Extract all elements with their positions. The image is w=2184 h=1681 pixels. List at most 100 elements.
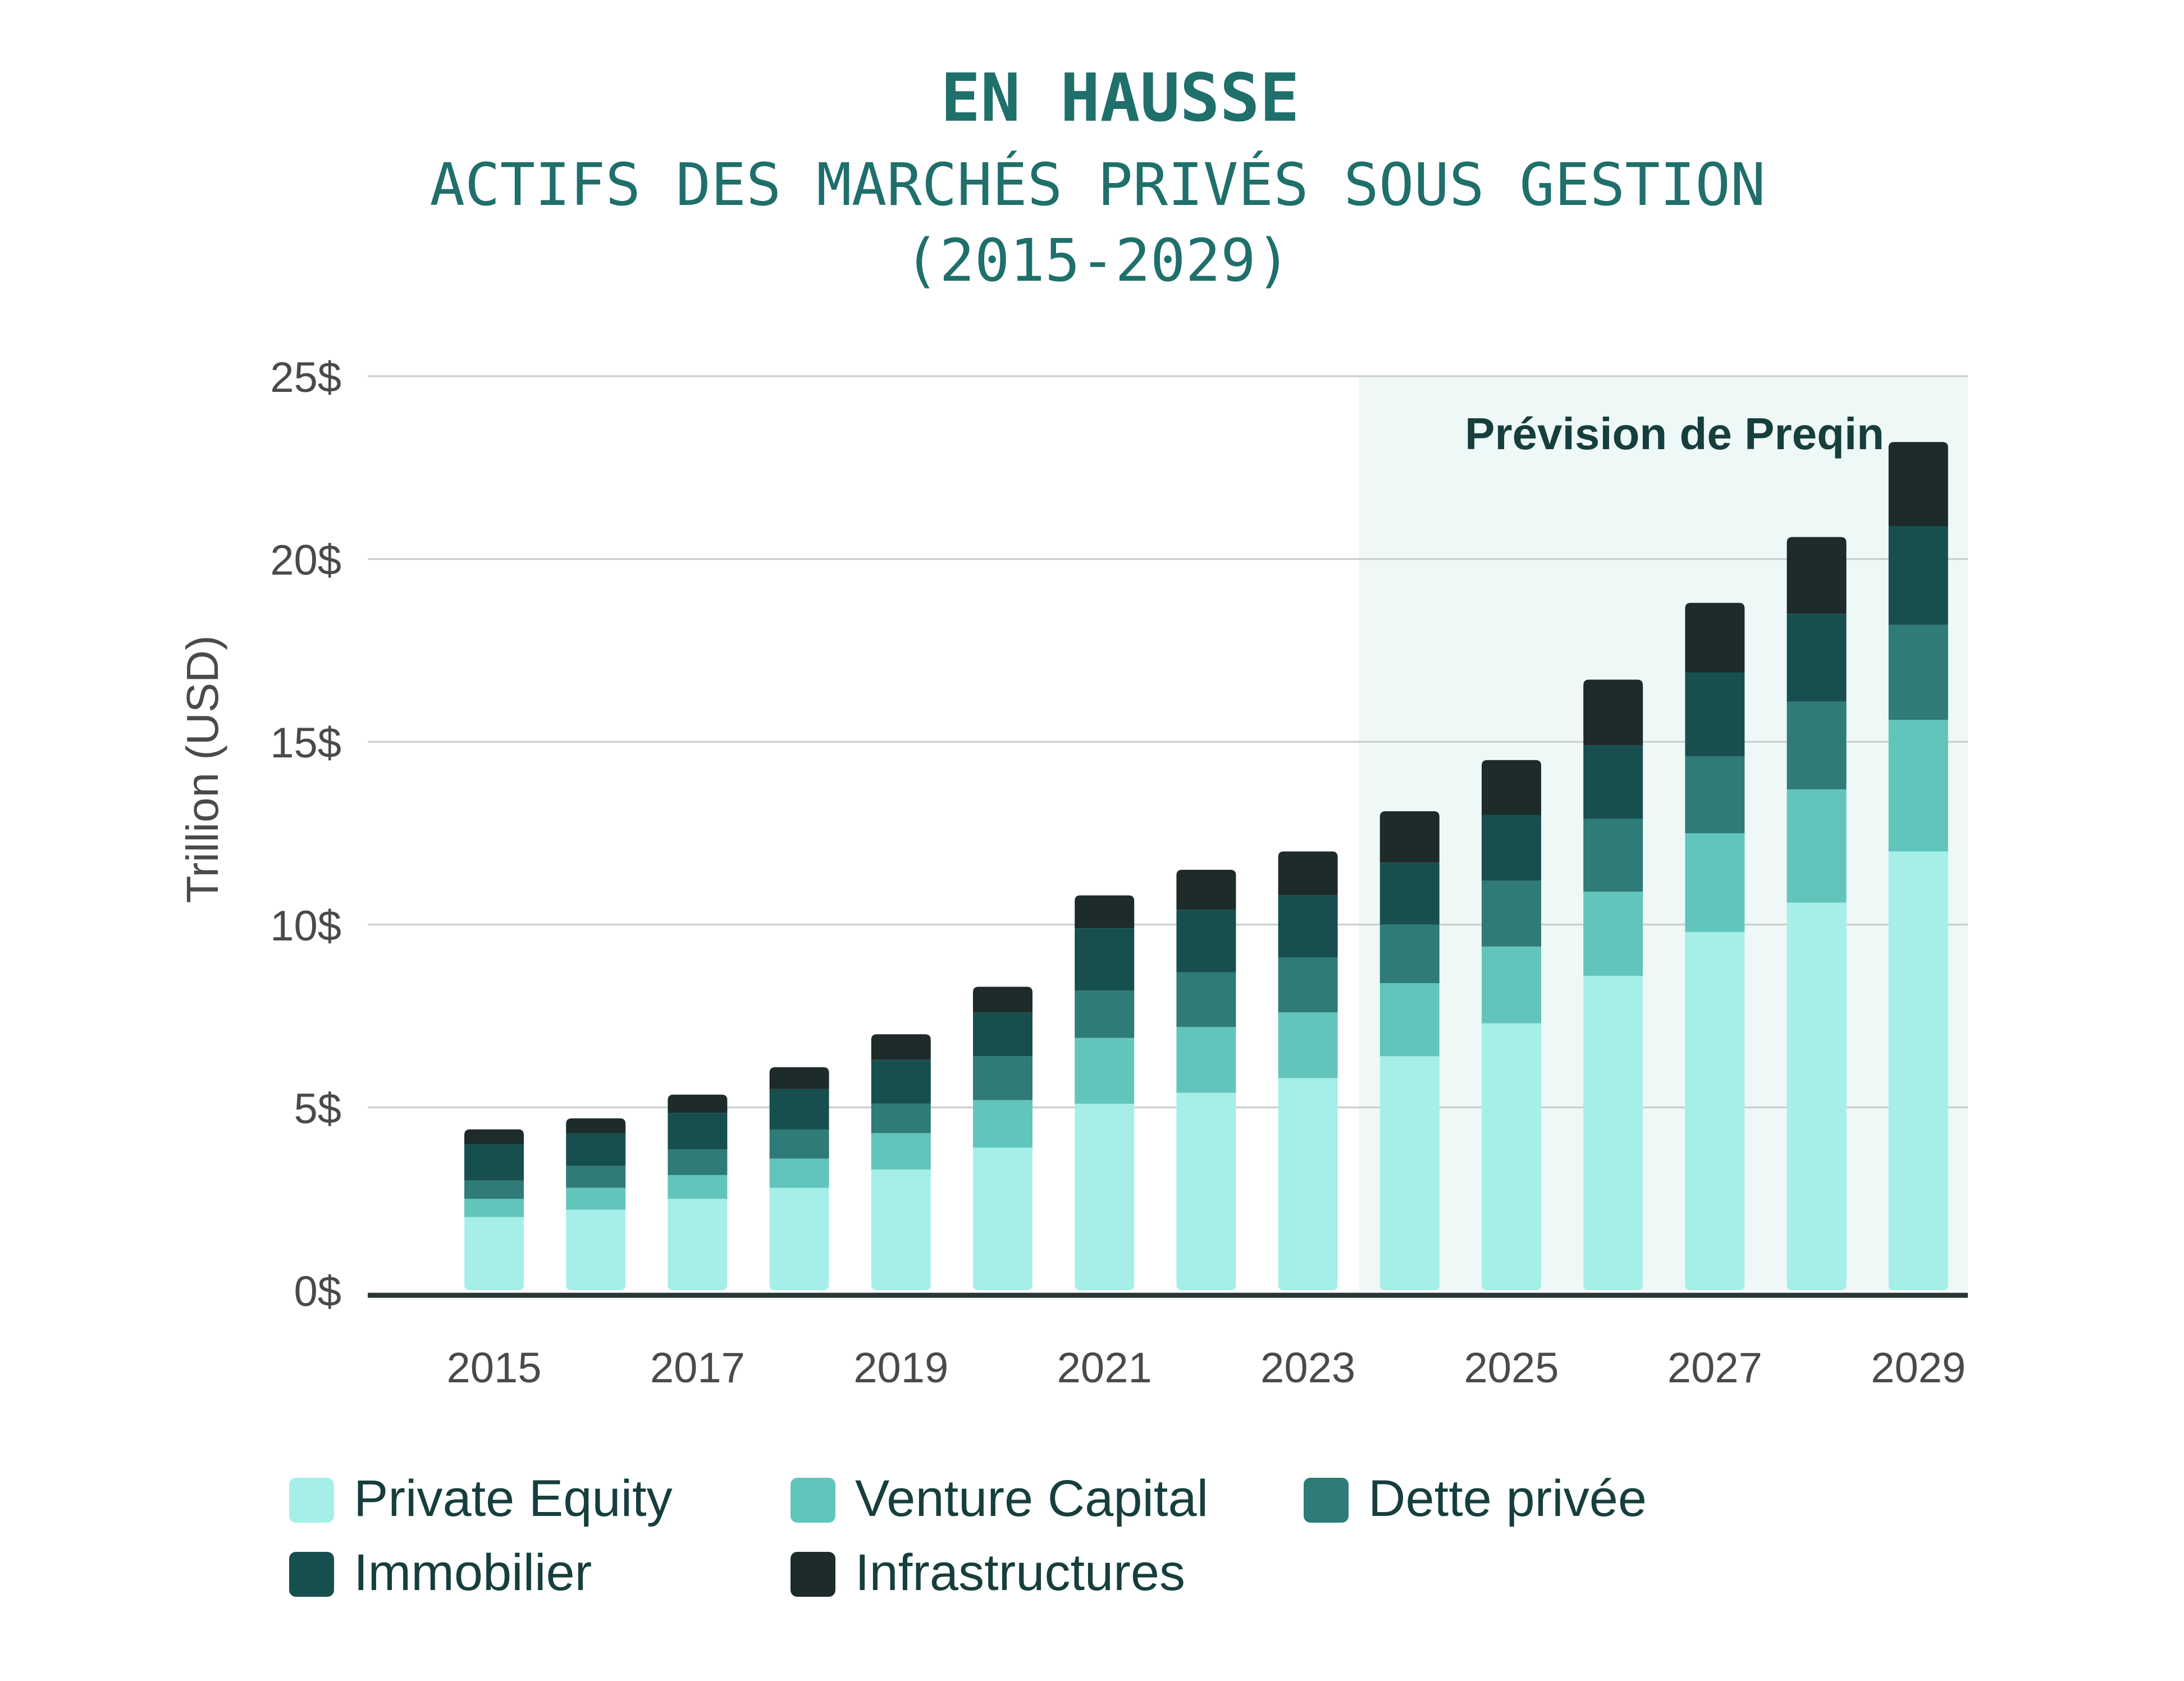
bar-segment-immobilier-2018	[769, 1089, 829, 1130]
y-tick-label: 25$	[270, 354, 341, 401]
bar-stack-2015	[464, 1129, 524, 1290]
bar-segment-infrastructures-2025	[1482, 760, 1541, 815]
bar-segment-dette-priv-e-2023	[1278, 957, 1338, 1013]
x-tick-label: 2017	[650, 1344, 745, 1392]
bar-stack-2019	[871, 1034, 931, 1290]
chart-title: EN HAUSSE	[940, 59, 1299, 136]
legend-item-venture-capital: Venture Capital	[791, 1470, 1208, 1527]
legend-item-immobilier: Immobilier	[289, 1544, 592, 1601]
bars	[464, 442, 1948, 1290]
x-tick-label: 2021	[1057, 1344, 1152, 1392]
x-axis-ticks: 2015 2017 2019 2021 2023 2025 2027 2029	[446, 1344, 1966, 1392]
bar-segment-private-equity-2027	[1685, 931, 1745, 1290]
bar-stack-2023	[1278, 851, 1338, 1290]
bar-segment-infrastructures-2028	[1787, 537, 1847, 614]
legend-item-dette-priv-e: Dette privée	[1304, 1470, 1647, 1527]
bar-segment-private-equity-2019	[871, 1170, 931, 1290]
legend-item-infrastructures: Infrastructures	[791, 1544, 1185, 1601]
bar-segment-dette-priv-e-2018	[769, 1129, 829, 1159]
bar-segment-venture-capital-2028	[1787, 789, 1847, 903]
legend-label: Immobilier	[354, 1544, 592, 1601]
bar-segment-dette-priv-e-2022	[1176, 972, 1236, 1027]
bar-segment-venture-capital-2027	[1685, 833, 1745, 932]
bar-stack-2016	[566, 1118, 626, 1290]
legend-label: Infrastructures	[855, 1544, 1185, 1601]
bar-segment-dette-priv-e-2027	[1685, 756, 1745, 833]
bar-stack-2029	[1888, 442, 1948, 1290]
bar-stack-2025	[1482, 760, 1541, 1290]
bar-segment-dette-priv-e-2029	[1888, 624, 1948, 720]
bar-segment-venture-capital-2016	[566, 1187, 626, 1210]
bar-stack-2021	[1075, 895, 1135, 1290]
bar-segment-private-equity-2016	[566, 1209, 626, 1290]
bar-segment-venture-capital-2029	[1888, 720, 1948, 852]
bar-segment-dette-priv-e-2017	[668, 1149, 728, 1175]
bar-segment-private-equity-2028	[1787, 902, 1847, 1290]
x-tick-label: 2027	[1667, 1344, 1762, 1392]
x-tick-label: 2019	[853, 1344, 948, 1392]
bar-segment-dette-priv-e-2021	[1075, 990, 1135, 1038]
chart-subtitle-line1: ACTIFS DES MARCHÉS PRIVÉS SOUS GESTION	[430, 150, 1765, 219]
y-tick-label: 20$	[270, 537, 341, 584]
bar-segment-dette-priv-e-2024	[1379, 924, 1440, 983]
bar-segment-immobilier-2028	[1787, 614, 1847, 702]
bar-segment-private-equity-2021	[1075, 1103, 1135, 1290]
bar-segment-infrastructures-2015	[464, 1129, 524, 1144]
bar-segment-immobilier-2015	[464, 1144, 524, 1181]
bar-segment-infrastructures-2029	[1888, 442, 1948, 526]
y-tick-label: 5$	[294, 1085, 341, 1132]
bar-segment-infrastructures-2022	[1176, 870, 1236, 910]
legend-swatch	[289, 1552, 334, 1597]
bar-segment-immobilier-2016	[566, 1132, 626, 1166]
y-tick-label: 0$	[294, 1268, 341, 1315]
chart-subtitle-line2: (2015-2029)	[904, 226, 1291, 295]
forecast-label: Prévision de Preqin	[1465, 409, 1884, 459]
bar-segment-dette-priv-e-2020	[973, 1056, 1032, 1100]
bar-segment-infrastructures-2018	[769, 1067, 829, 1089]
bar-segment-dette-priv-e-2028	[1787, 701, 1847, 789]
bar-stack-2027	[1685, 602, 1745, 1290]
bar-segment-venture-capital-2026	[1583, 892, 1643, 976]
y-axis-ticks: 0$ 5$ 10$ 15$ 20$ 25$	[270, 354, 341, 1315]
bar-segment-immobilier-2024	[1379, 862, 1440, 925]
bar-segment-immobilier-2025	[1482, 815, 1541, 881]
bar-segment-infrastructures-2016	[566, 1118, 626, 1133]
bar-segment-private-equity-2022	[1176, 1093, 1236, 1290]
legend: Private Equity Venture Capital Dette privé…	[289, 1470, 1647, 1601]
x-tick-label: 2029	[1871, 1344, 1966, 1392]
legend-swatch	[791, 1478, 835, 1523]
x-tick-label: 2023	[1260, 1344, 1355, 1392]
bar-segment-venture-capital-2023	[1278, 1012, 1338, 1079]
bar-stack-2020	[973, 986, 1032, 1290]
bar-stack-2022	[1176, 870, 1236, 1290]
bar-segment-private-equity-2024	[1379, 1056, 1440, 1290]
bar-segment-infrastructures-2023	[1278, 851, 1338, 896]
bar-segment-venture-capital-2025	[1482, 946, 1541, 1024]
forecast-region	[1359, 376, 1968, 1290]
x-tick-label: 2025	[1464, 1344, 1559, 1392]
bar-segment-immobilier-2027	[1685, 672, 1745, 757]
bar-segment-private-equity-2026	[1583, 975, 1643, 1290]
bar-segment-private-equity-2017	[668, 1199, 728, 1290]
legend-swatch	[791, 1552, 835, 1597]
bar-segment-private-equity-2015	[464, 1217, 524, 1290]
bar-segment-infrastructures-2024	[1379, 811, 1440, 863]
bar-segment-immobilier-2020	[973, 1012, 1032, 1057]
bar-segment-immobilier-2022	[1176, 910, 1236, 972]
bar-segment-infrastructures-2019	[871, 1034, 931, 1060]
bar-segment-venture-capital-2017	[668, 1175, 728, 1199]
legend-label: Venture Capital	[855, 1470, 1208, 1527]
bar-segment-private-equity-2018	[769, 1187, 829, 1290]
bar-segment-dette-priv-e-2026	[1583, 818, 1643, 892]
bar-segment-immobilier-2023	[1278, 895, 1338, 958]
bar-segment-immobilier-2029	[1888, 526, 1948, 625]
bar-segment-immobilier-2026	[1583, 745, 1643, 819]
bar-stack-2018	[769, 1067, 829, 1290]
bar-segment-venture-capital-2015	[464, 1199, 524, 1217]
bar-segment-private-equity-2025	[1482, 1023, 1541, 1290]
bar-stack-2028	[1787, 537, 1847, 1290]
legend-label: Dette privée	[1368, 1470, 1647, 1527]
bar-stack-2017	[668, 1094, 728, 1290]
bar-segment-dette-priv-e-2019	[871, 1103, 931, 1133]
